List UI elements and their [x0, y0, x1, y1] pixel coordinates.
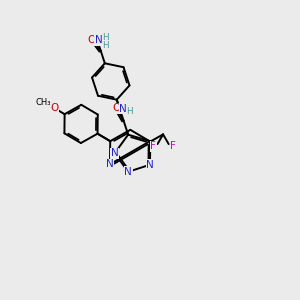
Text: H: H [102, 33, 109, 42]
Text: CH₃: CH₃ [35, 98, 51, 107]
Text: O: O [50, 103, 59, 113]
Text: O: O [88, 35, 96, 45]
Text: N: N [95, 35, 103, 45]
Text: F: F [150, 141, 156, 152]
Text: N: N [106, 159, 114, 169]
Text: N: N [124, 167, 132, 177]
Text: F: F [170, 141, 176, 152]
Text: O: O [112, 103, 120, 113]
Text: H: H [102, 41, 109, 50]
Text: N: N [111, 148, 119, 158]
Text: N: N [146, 160, 154, 170]
Text: H: H [127, 107, 133, 116]
Text: N: N [119, 104, 127, 114]
